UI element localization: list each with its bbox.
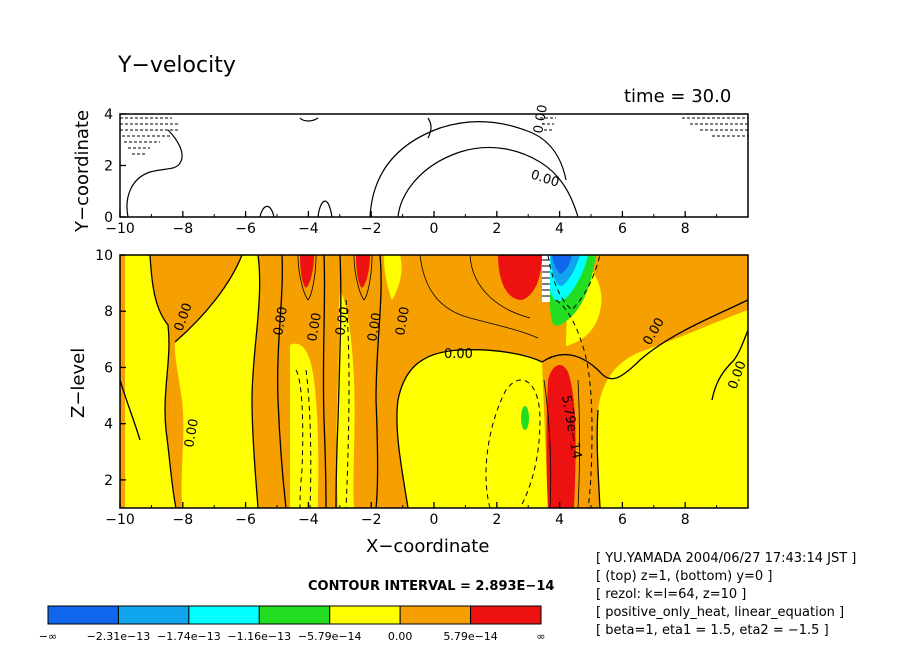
top-x-tick-label: 6: [618, 221, 627, 237]
top-y-axis-label: Y−coordinate: [72, 110, 93, 233]
bottom-x-tick-label: −10: [105, 512, 135, 528]
bottom-x-tick-label: 2: [492, 512, 501, 528]
time-label: time = 30.0: [624, 86, 731, 107]
colorbar-swatch: [47, 605, 119, 625]
bottom-panel: 0.00 0.00 0.00 0.00 0.00 0.00 0.00 0.00 …: [68, 254, 750, 557]
negative-anomaly: [542, 255, 596, 326]
colorbar-label: −1.74e−13: [157, 630, 221, 643]
top-x-tick-label: 8: [681, 221, 690, 237]
positive-contours: [297, 254, 580, 509]
info-line-1: [ YU.YAMADA 2004/06/27 17:43:14 JST ]: [596, 551, 856, 566]
colorbar-label: 0.00: [388, 630, 413, 643]
info-line-3: [ rezol: k=l=64, z=10 ]: [596, 587, 746, 602]
contour-label-2: 0.00: [182, 418, 202, 449]
bottom-y-axis-label: Z−level: [68, 348, 89, 418]
top-hatch-mid: [540, 117, 556, 131]
top-contour-label-2: 0.00: [531, 104, 551, 135]
top-contours: [126, 117, 579, 218]
top-x-tick-label: −2: [361, 221, 382, 237]
negative-contours: [295, 254, 601, 509]
bottom-x-tick-label: 4: [555, 512, 564, 528]
top-x-axis: −10 −8 −6 −4 −2 0 2 4 6 8: [105, 211, 718, 237]
bottom-y-axis: 2 4 6 8 10: [95, 248, 126, 489]
top-x-tick-label: −8: [172, 221, 193, 237]
top-hatch-right: [682, 117, 748, 137]
colorbar-label: −1.16e−13: [227, 630, 291, 643]
bottom-x-tick-label: −2: [361, 512, 382, 528]
top-y-tick-label: 0: [104, 210, 113, 226]
colorbar-swatch: [399, 605, 472, 625]
colorbar-swatch: [470, 605, 542, 625]
bottom-x-tick-label: 6: [618, 512, 627, 528]
yellow-regions: [125, 255, 748, 508]
top-x-tick-label: 0: [430, 221, 439, 237]
x-axis-label: X−coordinate: [366, 536, 489, 557]
colorbar-swatch: [258, 605, 331, 625]
top-x-tick-label: −4: [298, 221, 319, 237]
colorbar-label: −2.31e−13: [87, 630, 151, 643]
bottom-x-axis: −10 −8 −6 −4 −2 0 2 4 6 8: [105, 502, 718, 528]
info-line-4: [ positive_only_heat, linear_equation ]: [596, 605, 844, 620]
contour-label-8: 0.00: [444, 347, 473, 362]
zero-contours: [119, 254, 749, 509]
colorbar-label: ∞: [536, 630, 545, 643]
top-hatch-left: [120, 117, 180, 155]
colorbar-swatch: [329, 605, 401, 625]
top-x-tick-label: 2: [492, 221, 501, 237]
bottom-y-tick-label: 4: [104, 417, 113, 433]
bottom-x-tick-label: −6: [235, 512, 256, 528]
colorbar-label: 5.79e−14: [443, 630, 497, 643]
info-block: [ YU.YAMADA 2004/06/27 17:43:14 JST ] [ …: [596, 551, 856, 638]
bottom-x-tick-label: 8: [681, 512, 690, 528]
top-panel: 0.00 0.00 Y−coordinate: [72, 104, 749, 233]
bottom-y-tick-label: 6: [104, 360, 113, 376]
top-x-tick-label: −6: [235, 221, 256, 237]
contour-label-6: 0.00: [365, 312, 385, 343]
red-regions: [300, 255, 576, 508]
top-x-tick-label: 4: [555, 221, 564, 237]
colorbar-label: −5.79e−14: [298, 630, 362, 643]
chart-title: Y−velocity: [117, 53, 236, 78]
top-y-tick-label: 2: [104, 159, 113, 175]
colorbar-swatch: [117, 605, 190, 625]
top-y-tick-label: 4: [104, 107, 113, 123]
green-spot: [521, 406, 529, 430]
info-line-5: [ beta=1, eta1 = 1.5, eta2 = −1.5 ]: [596, 623, 829, 638]
bottom-y-tick-label: 8: [104, 304, 113, 320]
top-x-tick-label: −10: [105, 221, 135, 237]
contour-interval-label: CONTOUR INTERVAL = 2.893E−14: [308, 579, 554, 594]
colorbar: −∞ −2.31e−13 −1.74e−13 −1.16e−13 −5.79e−14 0.…: [39, 605, 546, 643]
top-plot-frame: [119, 113, 749, 218]
info-line-2: [ (top) z=1, (bottom) y=0 ]: [596, 569, 772, 584]
contour-label-5: 0.00: [333, 306, 353, 337]
contour-label-7: 0.00: [393, 306, 413, 337]
colorbar-swatch: [188, 605, 260, 625]
top-y-axis: 0 2 4: [104, 107, 126, 226]
bottom-y-tick-label: 10: [95, 248, 113, 264]
bottom-x-tick-label: −8: [172, 512, 193, 528]
bottom-x-tick-label: 0: [430, 512, 439, 528]
contour-label-4: 0.00: [305, 312, 325, 343]
bottom-y-tick-label: 2: [104, 473, 113, 489]
colorbar-label: −∞: [39, 630, 57, 643]
contour-label-3: 0.00: [271, 306, 291, 337]
bottom-x-tick-label: −4: [298, 512, 319, 528]
